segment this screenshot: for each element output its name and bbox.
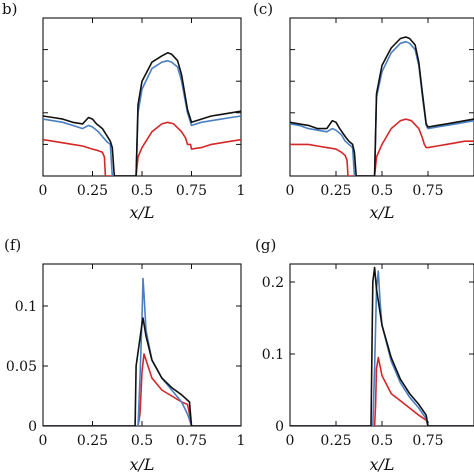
x-tick-label: 0.75 xyxy=(412,183,443,199)
series-line-3 xyxy=(290,36,474,176)
series-line-3 xyxy=(43,52,241,176)
series-line-3 xyxy=(43,317,241,426)
chart-panel-1: 0 0.25 0.5 0.75 1 b) x/L xyxy=(2,0,245,222)
x-tick-label: 0.75 xyxy=(176,183,207,199)
series-line-2 xyxy=(43,59,241,176)
x-tick-label: 0.75 xyxy=(412,433,443,449)
plot-frame xyxy=(289,263,474,427)
x-tick-label: 0 xyxy=(39,183,48,199)
y-tick-label: 0.2 xyxy=(262,275,284,291)
x-tick-label: 0.25 xyxy=(320,183,351,199)
x-tick-label: 0.75 xyxy=(176,433,207,449)
chart-panel-2: 0 0.25 0.5 0.75 (c) x/L xyxy=(253,0,474,222)
panel-label: b) xyxy=(2,0,17,18)
x-tick-label: 0 xyxy=(286,183,295,199)
x-axis-label: x/L xyxy=(129,203,154,222)
series-line-1 xyxy=(43,121,241,176)
plot-frame xyxy=(42,17,242,177)
series-line-1 xyxy=(290,118,474,176)
y-tick-label: 0 xyxy=(275,419,284,435)
chart-panel-3: 0 0.25 0.5 0.75 1 0 0.05 0.1 (f) x/L xyxy=(4,236,245,474)
x-tick-label: 1 xyxy=(237,433,246,449)
y-tick-label: 0.1 xyxy=(262,347,284,363)
series-line-1 xyxy=(43,353,241,426)
x-tick-label: 0.5 xyxy=(371,433,393,449)
x-tick-label: 0.5 xyxy=(371,183,393,199)
panel-label: (f) xyxy=(4,236,21,254)
y-tick-label: 0.05 xyxy=(6,359,37,375)
y-tick-label: 0.1 xyxy=(15,299,37,315)
panel-label: (g) xyxy=(255,236,276,254)
x-axis-label: x/L xyxy=(369,455,394,474)
series-line-2 xyxy=(43,277,241,426)
series-line-3 xyxy=(290,266,474,426)
panel-label: (c) xyxy=(253,0,273,18)
x-tick-label: 0.5 xyxy=(131,433,153,449)
x-axis-label: x/L xyxy=(369,203,394,222)
series-line-2 xyxy=(290,40,474,176)
series-line-1 xyxy=(290,356,474,426)
x-tick-label: 0.25 xyxy=(77,433,108,449)
x-tick-label: 0.25 xyxy=(77,183,108,199)
x-tick-label: 0.5 xyxy=(131,183,153,199)
y-tick-label: 0 xyxy=(28,419,37,435)
x-tick-label: 0.25 xyxy=(320,433,351,449)
x-axis-label: x/L xyxy=(129,455,154,474)
x-tick-label: 0 xyxy=(286,433,295,449)
series-line-2 xyxy=(290,270,474,426)
x-tick-label: 1 xyxy=(237,183,246,199)
plot-frame xyxy=(289,17,474,177)
x-tick-label: 0 xyxy=(39,433,48,449)
chart-panel-4: 0 0.25 0.5 0.75 0 0.1 0.2 (g) x/L xyxy=(255,236,474,474)
